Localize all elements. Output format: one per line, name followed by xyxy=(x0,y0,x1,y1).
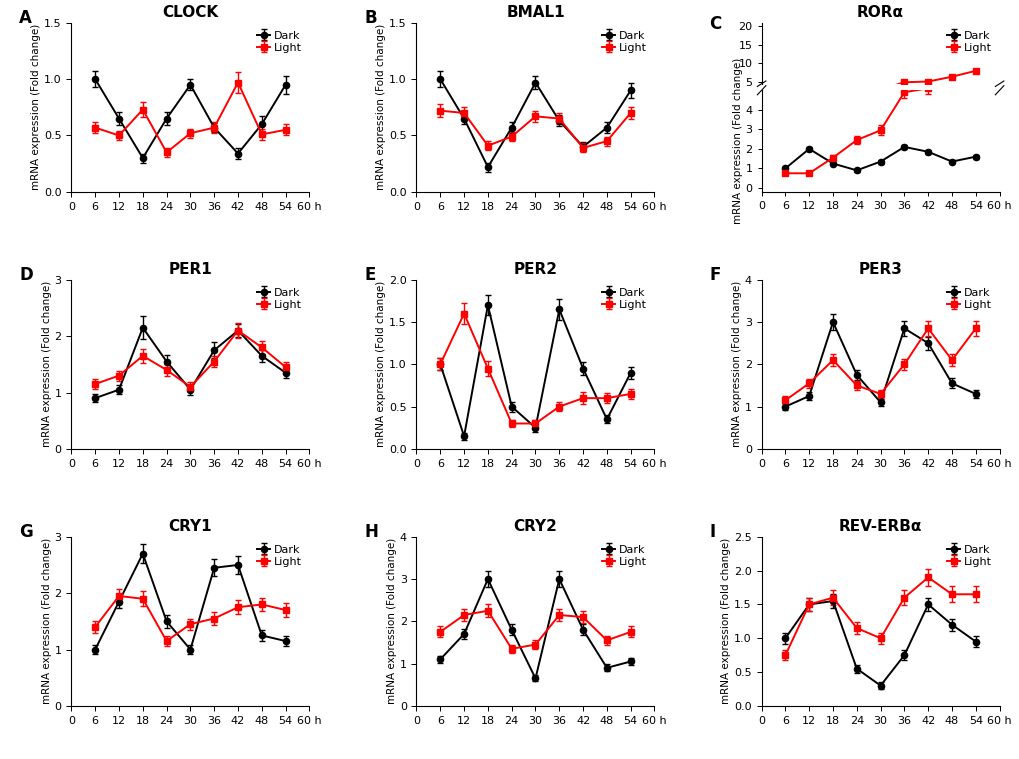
Text: A: A xyxy=(19,9,32,27)
Text: E: E xyxy=(364,266,375,285)
Legend: Dark, Light: Dark, Light xyxy=(599,543,648,569)
Legend: Dark, Light: Dark, Light xyxy=(255,285,304,312)
Y-axis label: mRNA expression (Fold change): mRNA expression (Fold change) xyxy=(732,281,741,448)
Title: RORα: RORα xyxy=(856,5,903,20)
Title: BMAL1: BMAL1 xyxy=(505,5,565,20)
Title: CLOCK: CLOCK xyxy=(162,5,218,20)
Text: I: I xyxy=(708,523,714,541)
Legend: Dark, Light: Dark, Light xyxy=(944,285,994,312)
Legend: Dark, Light: Dark, Light xyxy=(255,28,304,55)
Legend: Dark, Light: Dark, Light xyxy=(599,285,648,312)
Y-axis label: mRNA expression (Fold change): mRNA expression (Fold change) xyxy=(376,281,386,448)
Text: D: D xyxy=(19,266,33,285)
Title: PER2: PER2 xyxy=(513,262,557,277)
Y-axis label: mRNA expression (Fold change): mRNA expression (Fold change) xyxy=(386,538,396,704)
Y-axis label: mRNA expression (Fold change): mRNA expression (Fold change) xyxy=(32,24,41,191)
Y-axis label: mRNA expression (Fold change): mRNA expression (Fold change) xyxy=(732,58,742,224)
Legend: Dark, Light: Dark, Light xyxy=(944,543,994,569)
Text: B: B xyxy=(364,9,376,27)
Title: CRY2: CRY2 xyxy=(513,519,557,534)
Text: C: C xyxy=(708,15,720,33)
Y-axis label: mRNA expression (Fold change): mRNA expression (Fold change) xyxy=(376,24,386,191)
Legend: Dark, Light: Dark, Light xyxy=(599,28,648,55)
Text: F: F xyxy=(708,266,719,285)
Legend: Dark, Light: Dark, Light xyxy=(944,28,994,55)
Y-axis label: mRNA expression (Fold change): mRNA expression (Fold change) xyxy=(42,538,52,704)
Text: H: H xyxy=(364,523,378,541)
Title: CRY1: CRY1 xyxy=(168,519,212,534)
Y-axis label: mRNA expression (Fold change): mRNA expression (Fold change) xyxy=(42,281,52,448)
Y-axis label: mRNA expression (Fold change): mRNA expression (Fold change) xyxy=(720,538,731,704)
Text: G: G xyxy=(19,523,33,541)
Title: PER3: PER3 xyxy=(858,262,902,277)
Title: PER1: PER1 xyxy=(168,262,212,277)
Legend: Dark, Light: Dark, Light xyxy=(255,543,304,569)
Title: REV-ERBα: REV-ERBα xyxy=(838,519,921,534)
